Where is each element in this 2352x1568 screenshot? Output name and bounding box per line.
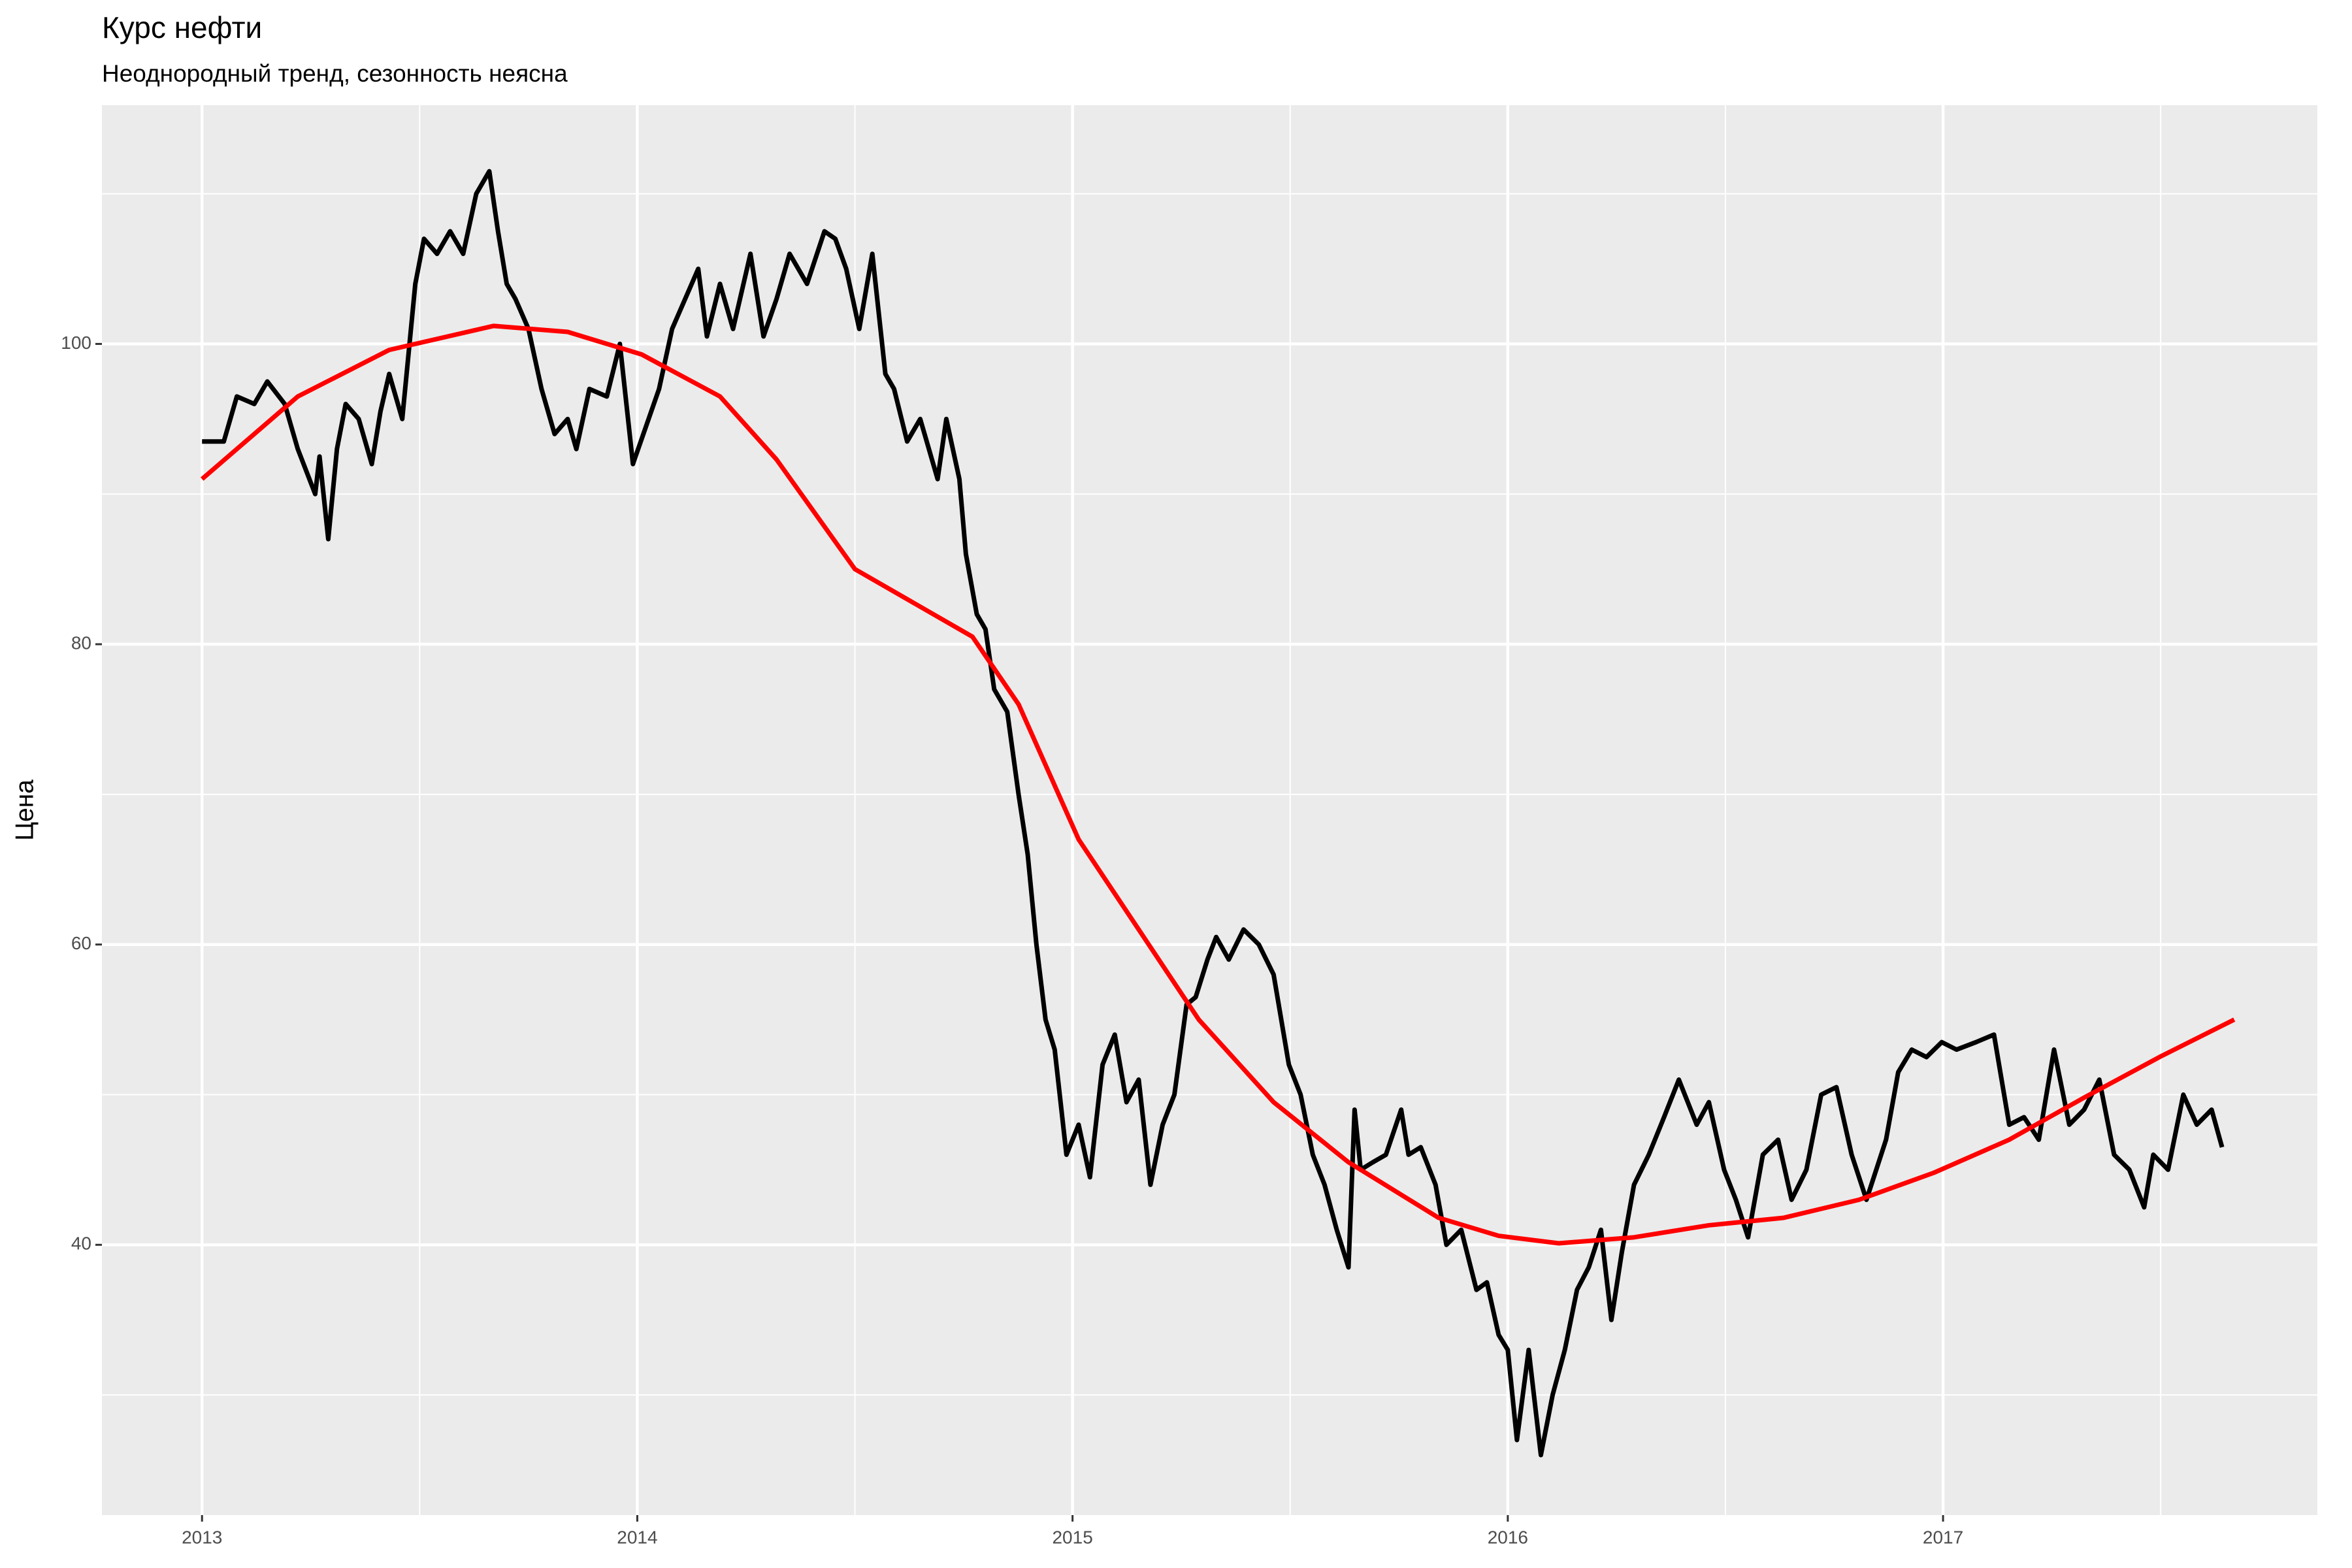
y-tick-label: 60	[71, 933, 91, 953]
x-tick-label: 2017	[1923, 1527, 1963, 1547]
x-tick-label: 2014	[617, 1527, 657, 1547]
x-tick-label: 2016	[1488, 1527, 1528, 1547]
chart-subtitle: Неоднородный тренд, сезонность неясна	[102, 60, 568, 87]
y-tick-label: 80	[71, 632, 91, 653]
data-line	[200, 323, 2236, 1246]
x-tick-label: 2013	[182, 1527, 222, 1547]
chart-title: Курс нефти	[102, 10, 262, 44]
data-line	[202, 169, 2225, 1458]
y-tick-label: 40	[71, 1233, 91, 1254]
y-axis-label: Цена	[10, 779, 39, 841]
y-tick-label: 100	[61, 333, 91, 353]
x-tick-label: 2015	[1052, 1527, 1092, 1547]
plot-panel	[102, 105, 2317, 1515]
